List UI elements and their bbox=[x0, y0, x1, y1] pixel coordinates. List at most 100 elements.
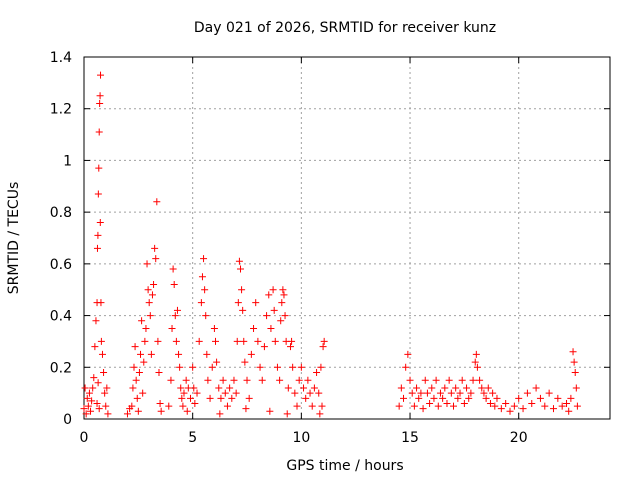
data-point bbox=[515, 394, 523, 402]
data-point bbox=[406, 376, 414, 384]
data-point bbox=[400, 394, 408, 402]
data-point bbox=[151, 244, 159, 252]
data-point bbox=[198, 273, 206, 281]
data-point bbox=[180, 389, 188, 397]
data-point bbox=[171, 312, 179, 320]
data-point bbox=[202, 312, 210, 320]
data-point bbox=[179, 402, 187, 410]
data-point bbox=[83, 394, 91, 402]
data-point bbox=[201, 286, 209, 294]
data-point bbox=[141, 337, 149, 345]
data-point bbox=[260, 343, 268, 351]
data-point bbox=[460, 399, 468, 407]
data-point bbox=[142, 325, 150, 332]
data-point bbox=[93, 244, 101, 252]
data-point bbox=[94, 190, 102, 198]
x-tick-label: 10 bbox=[292, 430, 310, 446]
data-point bbox=[140, 358, 148, 366]
data-point bbox=[267, 325, 275, 332]
data-point bbox=[126, 405, 134, 413]
data-point bbox=[134, 407, 142, 415]
data-point bbox=[91, 343, 99, 351]
data-point bbox=[300, 384, 308, 392]
data-point bbox=[428, 384, 436, 392]
data-point bbox=[315, 389, 323, 397]
data-point bbox=[82, 410, 90, 418]
data-point bbox=[182, 376, 190, 384]
data-point bbox=[436, 389, 444, 397]
data-point bbox=[241, 358, 249, 366]
data-point bbox=[153, 198, 161, 206]
data-point bbox=[473, 363, 481, 371]
data-point bbox=[413, 384, 421, 392]
data-point bbox=[421, 376, 429, 384]
data-point bbox=[269, 286, 277, 294]
data-point bbox=[291, 389, 299, 397]
data-point bbox=[200, 255, 208, 263]
data-point bbox=[545, 389, 553, 397]
data-point bbox=[175, 350, 183, 358]
data-point bbox=[150, 281, 158, 289]
data-point bbox=[89, 384, 97, 392]
data-points bbox=[80, 71, 581, 418]
data-point bbox=[467, 389, 475, 397]
data-point bbox=[295, 376, 303, 384]
data-point bbox=[471, 358, 479, 366]
data-point bbox=[145, 299, 153, 307]
data-point bbox=[154, 337, 162, 345]
data-point bbox=[567, 394, 575, 402]
data-point bbox=[258, 376, 266, 384]
data-point bbox=[208, 363, 216, 371]
data-point bbox=[273, 363, 281, 371]
data-point bbox=[219, 376, 227, 384]
data-point bbox=[404, 350, 412, 358]
data-point bbox=[165, 402, 173, 410]
data-point bbox=[236, 265, 244, 273]
data-point bbox=[493, 394, 501, 402]
data-point bbox=[486, 399, 494, 407]
data-point bbox=[489, 389, 497, 397]
data-point bbox=[203, 350, 211, 358]
data-point bbox=[177, 384, 185, 392]
axis-ticks: 0 0.2 0.4 0.6 0.8 1 1.2 1.4 0 5 10 15 20 bbox=[50, 50, 610, 446]
data-point bbox=[430, 394, 438, 402]
data-point bbox=[484, 384, 492, 392]
data-point bbox=[569, 348, 577, 356]
data-point bbox=[98, 350, 106, 358]
data-point bbox=[320, 337, 328, 345]
data-point bbox=[81, 384, 89, 392]
data-point bbox=[281, 312, 289, 320]
data-point bbox=[95, 164, 103, 172]
data-point bbox=[463, 384, 471, 392]
data-point bbox=[519, 405, 527, 413]
data-point bbox=[193, 389, 201, 397]
data-point bbox=[549, 405, 557, 413]
data-point bbox=[256, 363, 264, 371]
data-point bbox=[417, 389, 425, 397]
data-point bbox=[447, 389, 455, 397]
data-point bbox=[217, 394, 225, 402]
data-point bbox=[472, 350, 480, 358]
data-point bbox=[130, 363, 138, 371]
data-point bbox=[415, 394, 423, 402]
data-point bbox=[96, 218, 104, 226]
data-point bbox=[157, 407, 165, 415]
data-point bbox=[571, 368, 579, 376]
data-point bbox=[94, 231, 102, 239]
x-tick-label: 20 bbox=[510, 430, 528, 446]
data-point bbox=[213, 358, 221, 366]
data-point bbox=[234, 299, 242, 307]
data-point bbox=[570, 358, 578, 366]
data-point bbox=[148, 291, 156, 299]
data-point bbox=[541, 402, 549, 410]
data-point bbox=[250, 325, 258, 332]
y-tick-label: 0 bbox=[63, 412, 72, 428]
y-tick-label: 0.2 bbox=[50, 360, 72, 376]
data-point bbox=[278, 299, 286, 307]
data-point bbox=[189, 363, 197, 371]
data-point bbox=[395, 402, 403, 410]
data-point bbox=[476, 376, 484, 384]
data-point bbox=[167, 376, 175, 384]
